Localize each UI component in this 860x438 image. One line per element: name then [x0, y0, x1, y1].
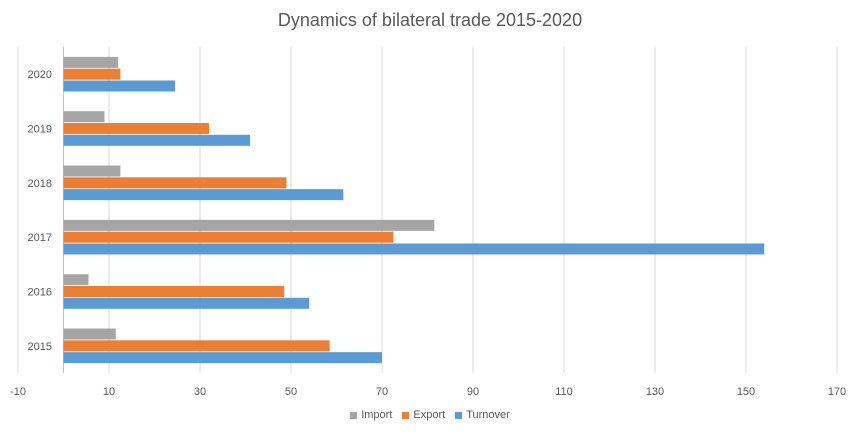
x-tick-label: 50: [285, 386, 297, 398]
legend: Import Export Turnover: [0, 409, 860, 421]
bar-turnover-2019: [63, 134, 251, 146]
bar-import-2015: [63, 328, 116, 340]
bar-turnover-2017: [63, 243, 765, 255]
y-tick-label: 2016: [28, 287, 52, 299]
legend-swatch: [350, 411, 358, 419]
y-tick-label: 2019: [28, 124, 52, 136]
legend-item: Export: [402, 409, 445, 421]
x-tick-label: -10: [10, 386, 26, 398]
legend-label: Export: [413, 409, 446, 421]
bar-export-2019: [63, 123, 210, 134]
legend-item: Import: [350, 409, 392, 421]
x-tick-label: 130: [646, 386, 664, 398]
bar-turnover-2016: [63, 297, 310, 309]
bar-turnover-2018: [63, 189, 344, 201]
legend-swatch: [455, 411, 463, 419]
x-tick-label: 90: [467, 386, 479, 398]
x-tick-label: 30: [194, 386, 206, 398]
x-tick-label: 10: [103, 386, 115, 398]
bar-turnover-2020: [63, 80, 175, 92]
bar-import-2019: [63, 111, 105, 123]
y-tick-label: 2015: [28, 341, 52, 353]
bar-export-2017: [63, 231, 394, 243]
x-tick-label: 170: [828, 386, 846, 398]
legend-label: Import: [361, 409, 393, 421]
y-tick-label: 2017: [28, 232, 52, 244]
x-tick-label: 150: [737, 386, 755, 398]
bar-turnover-2015: [63, 352, 382, 364]
bar-import-2017: [63, 219, 435, 231]
bar-import-2016: [63, 274, 89, 286]
bar-export-2015: [63, 340, 330, 352]
x-tick-label: 110: [555, 386, 573, 398]
chart-title: Dynamics of bilateral trade 2015-2020: [277, 10, 583, 30]
bar-import-2020: [63, 56, 119, 68]
legend-item: Turnover: [455, 409, 510, 421]
y-tick-label: 2020: [28, 69, 52, 81]
legend-label: Turnover: [466, 409, 510, 421]
x-tick-label: 70: [376, 386, 388, 398]
bar-export-2016: [63, 286, 285, 297]
bar-export-2018: [63, 177, 287, 189]
legend-swatch: [402, 411, 410, 419]
bar-import-2018: [63, 165, 121, 177]
y-tick-label: 2018: [28, 178, 52, 190]
bar-export-2020: [63, 68, 121, 80]
